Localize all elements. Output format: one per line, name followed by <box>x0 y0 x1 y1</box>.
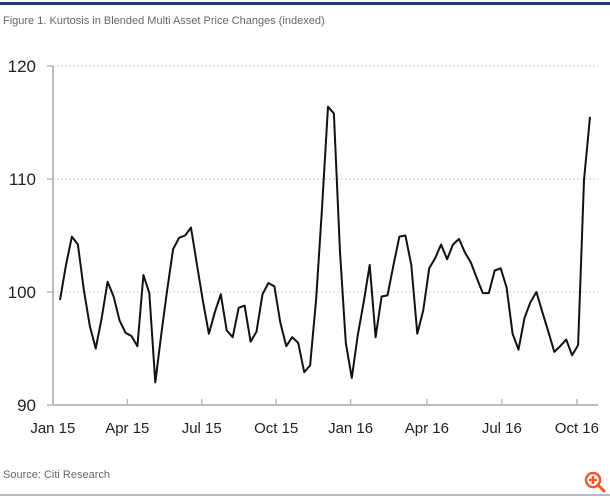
x-tick-label: Jan 16 <box>328 420 373 437</box>
chart-source: Source: Citi Research <box>3 469 110 481</box>
chart-title: Figure 1. Kurtosis in Blended Multi Asse… <box>3 15 325 27</box>
y-tick-label: 90 <box>17 396 36 415</box>
y-tick-label: 110 <box>9 170 36 189</box>
x-tick-label: Jul 15 <box>182 420 222 437</box>
y-tick-label: 100 <box>8 283 36 302</box>
top-accent-bar <box>0 2 610 5</box>
zoom-in-icon[interactable] <box>583 471 607 493</box>
x-tick-label: Oct 16 <box>555 420 599 437</box>
bottom-divider <box>0 494 610 496</box>
x-tick-label: Jan 15 <box>30 420 75 437</box>
x-tick-label: Apr 15 <box>105 420 149 437</box>
y-tick-label: 120 <box>8 57 36 76</box>
series-line-kurtosis <box>59 105 591 384</box>
x-tick-label: Oct 15 <box>254 420 298 437</box>
x-tick-label: Apr 16 <box>405 420 449 437</box>
x-tick-label: Jul 16 <box>482 420 522 437</box>
